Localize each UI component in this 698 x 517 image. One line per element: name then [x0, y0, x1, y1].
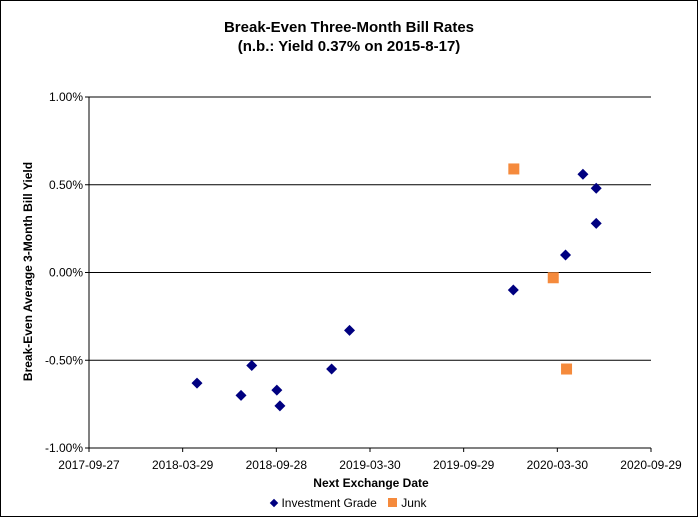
x-tick-label-0: 2017-09-27	[58, 458, 120, 472]
square-marker-icon	[388, 498, 398, 508]
point-junk-2	[561, 363, 573, 375]
legend-label-junk: Junk	[401, 496, 427, 510]
y-tick-label-1: 0.50%	[49, 178, 83, 192]
point-junk-1	[547, 272, 559, 284]
legend: Investment Grade Junk	[1, 496, 697, 510]
x-tick-label-3: 2019-03-30	[339, 458, 401, 472]
point-investment-grade-7	[507, 284, 519, 296]
chart-title: Break-Even Three-Month Bill Rates	[223, 19, 475, 36]
point-junk-0	[508, 163, 520, 175]
x-tick-label-2: 2018-09-28	[246, 458, 308, 472]
y-tick-label-2: 0.00%	[49, 266, 83, 280]
chart-subtitle: (n.b.: Yield 0.37% on 2015-8-17)	[237, 38, 461, 55]
diamond-marker-icon	[270, 498, 279, 508]
point-investment-grade-0	[191, 377, 203, 389]
point-investment-grade-9	[577, 168, 589, 180]
legend-item-junk: Junk	[388, 496, 427, 510]
y-tick-label-0: 1.00%	[49, 90, 83, 104]
point-investment-grade-2	[246, 360, 258, 372]
point-investment-grade-5	[326, 363, 338, 375]
y-tick-label-3: -0.50%	[45, 353, 83, 367]
point-investment-grade-4	[274, 400, 286, 412]
y-axis-title: Break-Even Average 3-Month Bill Yield	[21, 162, 35, 381]
x-tick-label-6: 2020-09-29	[620, 458, 682, 472]
point-investment-grade-8	[560, 249, 572, 261]
point-investment-grade-1	[235, 389, 247, 401]
legend-label-investment-grade: Investment Grade	[281, 496, 377, 510]
x-tick-label-1: 2018-03-29	[152, 458, 214, 472]
x-axis-title: Next Exchange Date	[313, 476, 429, 490]
point-investment-grade-3	[271, 384, 283, 396]
point-investment-grade-10	[590, 182, 602, 194]
y-tick-label-4: -1.00%	[45, 441, 83, 455]
x-tick-label-4: 2019-09-29	[433, 458, 495, 472]
point-investment-grade-6	[344, 324, 356, 336]
point-investment-grade-11	[590, 217, 602, 229]
x-tick-label-5: 2020-03-30	[527, 458, 589, 472]
legend-item-investment-grade: Investment Grade	[270, 496, 377, 510]
